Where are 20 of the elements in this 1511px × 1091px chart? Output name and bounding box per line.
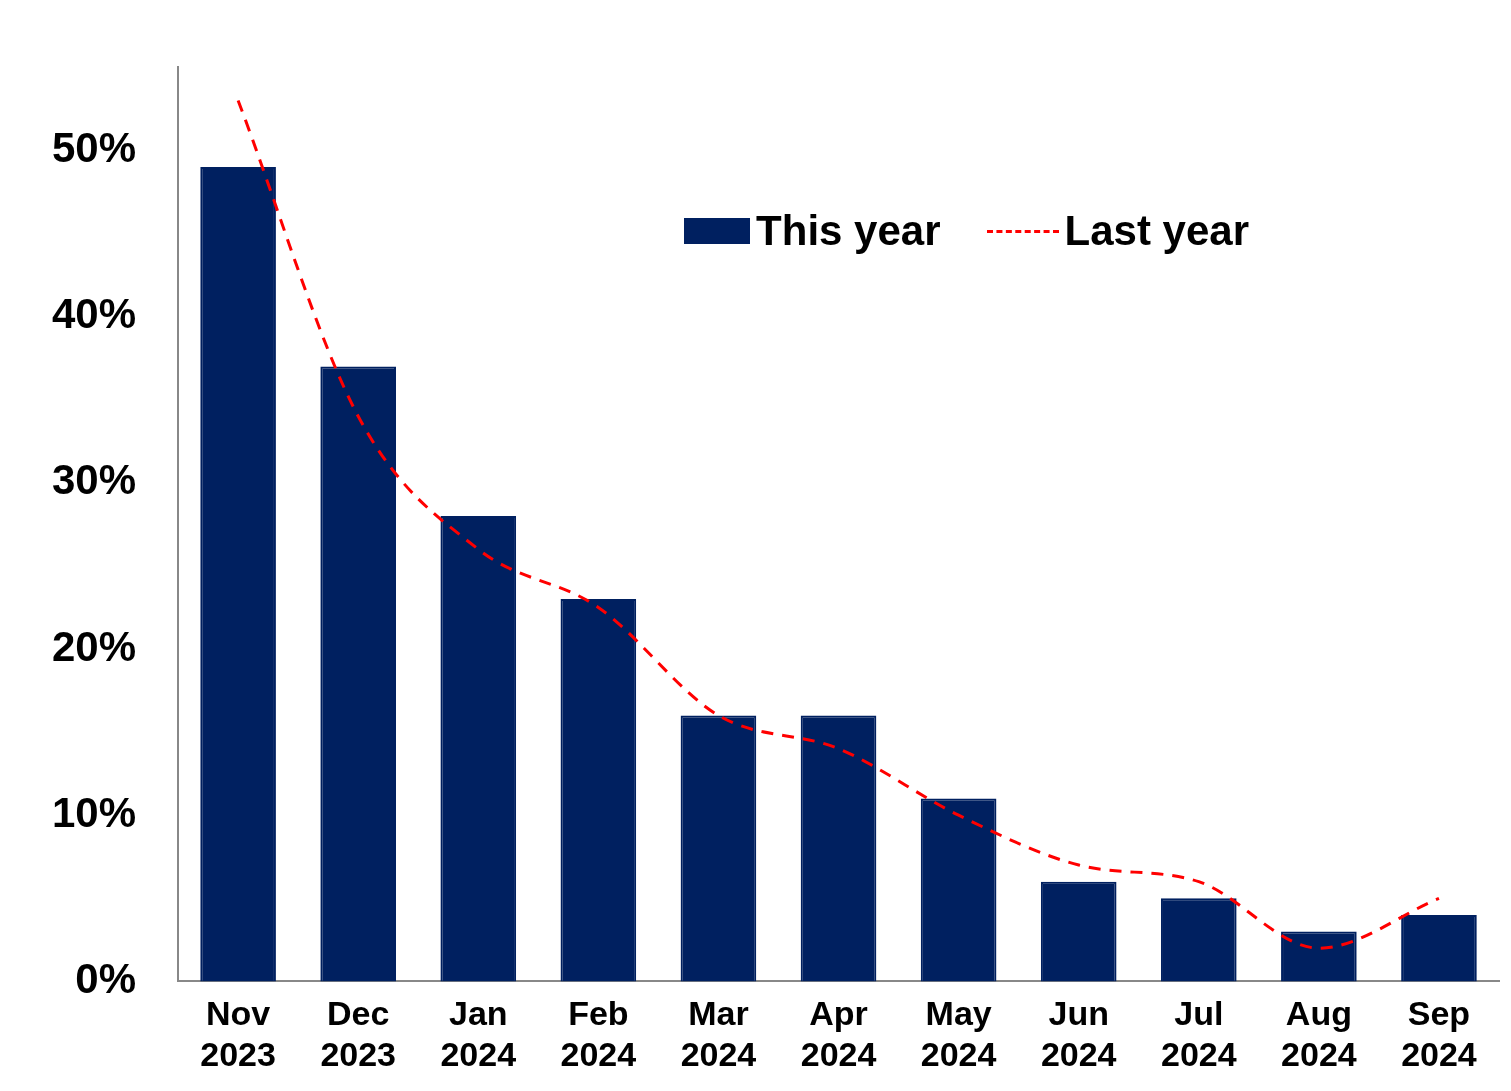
- x-tick-label: Jun 2024: [1040, 994, 1117, 1073]
- y-tick-label: 0%: [75, 954, 137, 1002]
- x-tick-label: Jul 2024: [1160, 994, 1237, 1073]
- x-tick-label: Feb 2024: [560, 994, 637, 1073]
- y-tick-label: 30%: [52, 456, 137, 504]
- x-tick-label: Apr 2024: [800, 994, 877, 1073]
- y-tick-label: 20%: [52, 622, 137, 670]
- line-series: [236, 98, 1441, 950]
- legend-label: This year: [756, 207, 941, 256]
- x-tick-label: Aug 2024: [1281, 994, 1357, 1073]
- x-tick-label: Dec 2023: [320, 994, 397, 1073]
- x-tick-label: Jan 2024: [440, 994, 517, 1073]
- legend-label: Last year: [1064, 207, 1249, 256]
- x-tick-label: Nov 2023: [200, 994, 276, 1073]
- x-tick-label: May 2024: [920, 994, 997, 1073]
- x-tick-label: Sep 2024: [1401, 994, 1477, 1073]
- y-tick-label: 40%: [52, 290, 137, 338]
- y-tick-label: 50%: [52, 123, 137, 171]
- y-tick-label: 10%: [52, 788, 137, 836]
- x-tick-label: Mar 2024: [680, 994, 757, 1073]
